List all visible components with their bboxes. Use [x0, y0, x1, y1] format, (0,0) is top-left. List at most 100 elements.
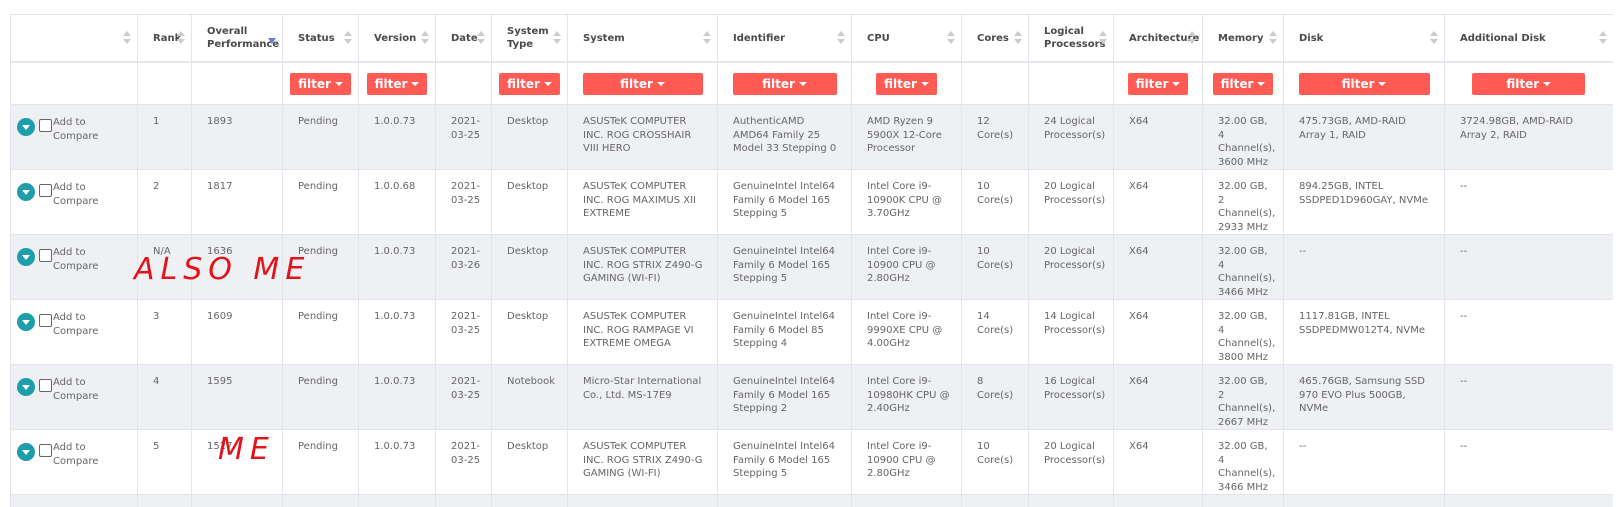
- cell-perf: 1636: [191, 234, 283, 300]
- compare-label[interactable]: Add to Compare: [53, 182, 99, 207]
- column-header-label: Version: [374, 32, 417, 44]
- handwritten-annotation-me: ME: [218, 432, 275, 467]
- compare-label[interactable]: Add to Compare: [53, 247, 99, 272]
- filter-button-version[interactable]: filter: [366, 72, 428, 95]
- column-header-identifier[interactable]: Identifier: [717, 14, 852, 63]
- column-header-cores[interactable]: Cores: [961, 14, 1029, 63]
- expand-row-icon[interactable]: [17, 248, 35, 266]
- cell-identifier: AuthenticAMD AMD64 Family 25 Model 33 St…: [717, 104, 852, 170]
- compare-label[interactable]: Add to Compare: [53, 442, 99, 467]
- column-header-ctrl[interactable]: [10, 14, 138, 63]
- column-header-disk[interactable]: Disk: [1283, 14, 1445, 63]
- expand-row-icon[interactable]: [17, 378, 35, 396]
- caret-down-icon: [543, 82, 552, 86]
- filter-button-label: filter: [374, 76, 408, 91]
- sort-icon[interactable]: [1598, 31, 1607, 45]
- cell-adddisk: --: [1444, 364, 1613, 430]
- sort-icon[interactable]: [344, 31, 352, 45]
- sort-icon[interactable]: [477, 31, 485, 45]
- filter-button-identifier[interactable]: filter: [732, 72, 837, 95]
- cell-cpu: AMD Ryzen 9 5900X 12-Core Processor: [851, 104, 962, 170]
- filter-cell-system: filter: [567, 62, 718, 105]
- cell-arch: X64: [1113, 169, 1203, 235]
- compare-checkbox[interactable]: [39, 249, 52, 262]
- expand-row-icon[interactable]: [17, 183, 35, 201]
- compare-checkbox[interactable]: [39, 119, 52, 132]
- cell-system: ASUSTeK COMPUTER INC. ROG RAMPAGE VI EXT…: [567, 299, 718, 365]
- column-header-system[interactable]: System: [567, 14, 718, 63]
- sort-icon[interactable]: [1099, 31, 1107, 45]
- compare-checkbox[interactable]: [39, 314, 52, 327]
- filter-cell-systype: filter: [491, 62, 568, 105]
- filter-button-status[interactable]: filter: [290, 72, 351, 95]
- column-header-logical[interactable]: Logical Processors: [1028, 14, 1114, 63]
- sort-icon[interactable]: [947, 31, 955, 45]
- expand-row-icon[interactable]: [17, 443, 35, 461]
- filter-button-adddisk[interactable]: filter: [1472, 72, 1586, 95]
- cell-version: 1.0.0.73: [358, 234, 436, 300]
- cell-logical: 24 Logical Processor(s): [1028, 104, 1114, 170]
- expand-row-icon[interactable]: [17, 118, 35, 136]
- filter-button-systype[interactable]: filter: [499, 72, 560, 95]
- column-header-rank[interactable]: Rank: [137, 14, 192, 63]
- sort-desc-icon[interactable]: [268, 38, 276, 44]
- filter-cell-cpu: filter: [851, 62, 962, 105]
- sort-icon[interactable]: [553, 31, 561, 45]
- sort-icon[interactable]: [177, 31, 185, 45]
- sort-icon[interactable]: [1188, 31, 1196, 45]
- filter-button-cpu[interactable]: filter: [876, 72, 937, 95]
- filter-button-label: filter: [1220, 76, 1254, 91]
- row-controls: Add to Compare: [10, 364, 138, 430]
- column-header-memory[interactable]: Memory: [1202, 14, 1284, 63]
- table-row[interactable]: Add to Compare N/A 1636 Pending 1.0.0.73 2021…: [10, 234, 1613, 300]
- cell-empty: [717, 494, 852, 507]
- filter-button-disk[interactable]: filter: [1298, 72, 1430, 95]
- cell-system: ASUSTeK COMPUTER INC. ROG STRIX Z490-G G…: [567, 429, 718, 495]
- cell-rank: 4: [137, 364, 192, 430]
- filter-cell-ctrl: [10, 62, 138, 105]
- column-header-cpu[interactable]: CPU: [851, 14, 962, 63]
- cell-date: 2021-03-25: [435, 299, 492, 365]
- cell-status: Pending: [282, 429, 359, 495]
- filter-button-system[interactable]: filter: [582, 72, 703, 95]
- column-header-systype[interactable]: System Type: [491, 14, 568, 63]
- table-row[interactable]: Add to Compare 4 1595 Pending 1.0.0.73 2021-0…: [10, 364, 1613, 430]
- table-row[interactable]: Add to Compare 3 1609 Pending 1.0.0.73 2021-0…: [10, 299, 1613, 365]
- table-row[interactable]: Add to Compare 2 1817 Pending 1.0.0.68 2021-0…: [10, 169, 1613, 235]
- cell-arch: X64: [1113, 234, 1203, 300]
- compare-label[interactable]: Add to Compare: [53, 377, 99, 402]
- filter-button-memory[interactable]: filter: [1212, 72, 1274, 95]
- sort-icon[interactable]: [123, 31, 131, 45]
- column-header-adddisk[interactable]: Additional Disk: [1444, 14, 1613, 63]
- cell-disk: 465.76GB, Samsung SSD 970 EVO Plus 500GB…: [1283, 364, 1445, 430]
- compare-label[interactable]: Add to Compare: [53, 117, 99, 142]
- column-header-status[interactable]: Status: [282, 14, 359, 63]
- cell-memory: 32.00 GB, 4 Channel(s), 3466 MHz: [1202, 429, 1284, 495]
- filter-button-arch[interactable]: filter: [1127, 72, 1189, 95]
- compare-checkbox[interactable]: [39, 444, 52, 457]
- cell-identifier: GenuineIntel Intel64 Family 6 Model 165 …: [717, 364, 852, 430]
- sort-icon[interactable]: [1269, 31, 1277, 45]
- cell-identifier: GenuineIntel Intel64 Family 6 Model 165 …: [717, 234, 852, 300]
- table-row[interactable]: Add to Compare 5 1527 Pending 1.0.0.73 2021-0…: [10, 429, 1613, 495]
- compare-label[interactable]: Add to Compare: [53, 312, 99, 337]
- compare-checkbox[interactable]: [39, 184, 52, 197]
- cell-empty: [961, 494, 1029, 507]
- column-header-label: Status: [298, 32, 335, 44]
- sort-icon[interactable]: [1014, 31, 1022, 45]
- column-header-arch[interactable]: Architecture: [1113, 14, 1203, 63]
- cell-logical: 20 Logical Processor(s): [1028, 169, 1114, 235]
- column-header-version[interactable]: Version: [358, 14, 436, 63]
- sort-icon[interactable]: [703, 31, 711, 45]
- column-header-date[interactable]: Date: [435, 14, 492, 63]
- sort-icon[interactable]: [1430, 31, 1438, 45]
- filter-button-label: filter: [298, 76, 331, 91]
- table-row[interactable]: Add to Compare 1 1893 Pending 1.0.0.73 2021-0…: [10, 104, 1613, 170]
- expand-row-icon[interactable]: [17, 313, 35, 331]
- cell-memory: 32.00 GB, 2 Channel(s), 2933 MHz: [1202, 169, 1284, 235]
- column-header-perf[interactable]: Overall Performance: [191, 14, 283, 63]
- cell-status: Pending: [282, 299, 359, 365]
- compare-checkbox[interactable]: [39, 379, 52, 392]
- sort-icon[interactable]: [421, 31, 429, 45]
- sort-icon[interactable]: [837, 31, 845, 45]
